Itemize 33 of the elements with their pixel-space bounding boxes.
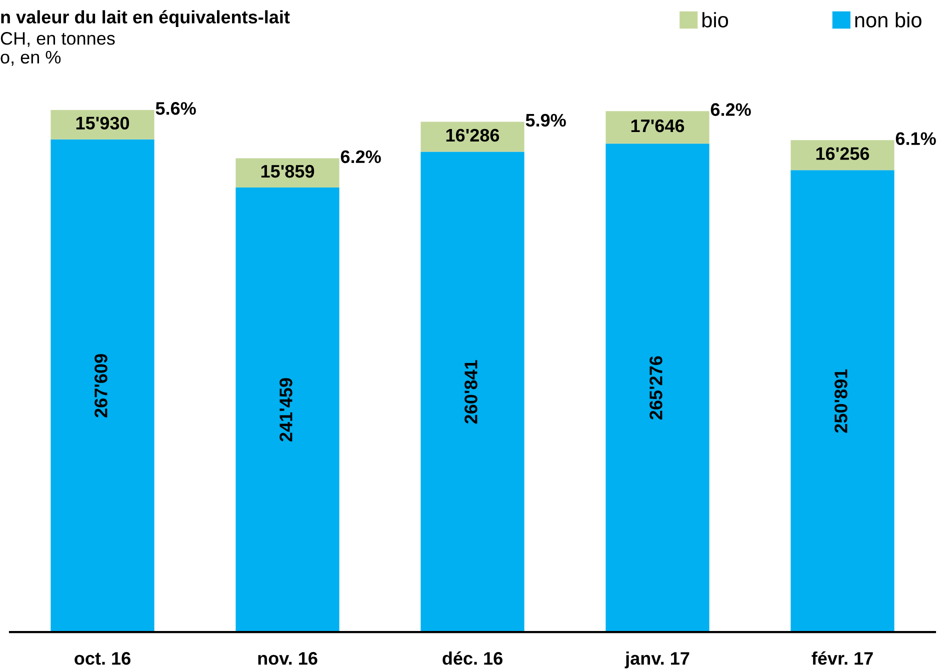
bar bbox=[790, 140, 894, 170]
data-label: 15'930 bbox=[76, 116, 130, 130]
legend-label: bio bbox=[702, 12, 728, 28]
data-label: 241'459 bbox=[280, 378, 292, 442]
x-tick-label: nov. 16 bbox=[258, 652, 318, 665]
chart-subtitle: CH, en tonnes o, en % bbox=[0, 32, 115, 66]
annotation: 6.2% bbox=[340, 150, 381, 164]
annotation: 6.2% bbox=[710, 103, 751, 116]
data-label: 16'256 bbox=[816, 147, 870, 160]
annotation: 5.9% bbox=[526, 114, 566, 127]
bar bbox=[606, 111, 710, 144]
data-label: 265'276 bbox=[650, 356, 662, 420]
x-tick-label: déc. 16 bbox=[442, 651, 502, 665]
chart-title: n valeur du lait en équivalents-lait bbox=[1, 10, 290, 28]
x-tick-label: févr. 17 bbox=[812, 651, 873, 665]
x-tick-label: janv. 17 bbox=[624, 652, 690, 668]
bar bbox=[420, 122, 524, 152]
data-label: 260'841 bbox=[464, 360, 478, 424]
annotation: 6.1% bbox=[896, 132, 936, 146]
bar bbox=[420, 152, 524, 632]
data-label: 267'609 bbox=[94, 354, 108, 418]
bar bbox=[606, 144, 710, 632]
data-label: 15'859 bbox=[261, 164, 314, 178]
bar bbox=[236, 187, 340, 632]
data-label: 250'891 bbox=[834, 369, 848, 433]
annotation: 5.6% bbox=[156, 102, 196, 115]
data-label: 17'646 bbox=[631, 119, 684, 132]
data-label: 16'286 bbox=[446, 128, 500, 142]
bar bbox=[50, 110, 154, 140]
bar bbox=[790, 170, 894, 632]
x-tick-label: oct. 16 bbox=[74, 652, 130, 665]
legend-label: non bio bbox=[855, 12, 922, 28]
bar bbox=[50, 139, 154, 632]
